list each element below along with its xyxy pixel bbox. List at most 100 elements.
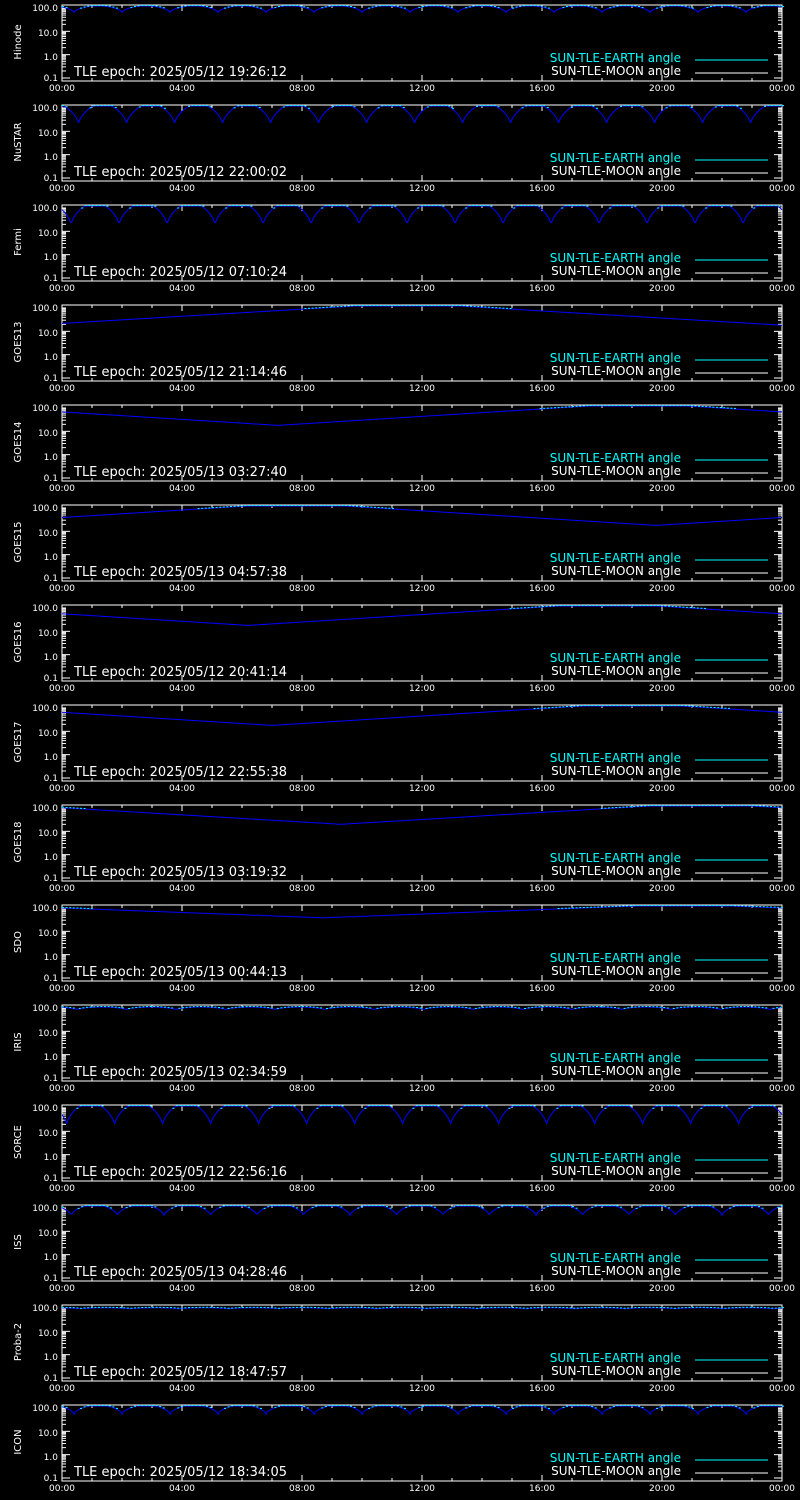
sun-tle-earth-point [381, 105, 384, 107]
sun-tle-earth-point [292, 1306, 295, 1308]
sun-tle-earth-point [642, 1205, 645, 1206]
x-tick-label: 08:00 [289, 884, 315, 894]
sun-tle-earth-point [112, 6, 115, 8]
sun-tle-earth-point [752, 1105, 754, 1107]
x-tick-label: 20:00 [649, 1284, 675, 1294]
sun-tle-earth-point [778, 1405, 781, 1406]
sun-tle-earth-point [737, 805, 740, 806]
sun-tle-earth-point [171, 1207, 174, 1209]
sun-tle-earth-point [112, 1306, 115, 1308]
sun-tle-earth-point [104, 1006, 106, 1008]
sun-tle-earth-point [352, 505, 355, 507]
y-tick-label: 0.1 [44, 1274, 58, 1284]
x-tick-label: 04:00 [169, 184, 195, 194]
tle-epoch-text: TLE epoch: 2025/05/12 18:34:05 [73, 1465, 287, 1480]
sun-tle-earth-point [152, 1306, 154, 1308]
y-tick-label: 100.0 [32, 804, 58, 814]
tle-epoch-text: TLE epoch: 2025/05/12 18:47:57 [73, 1365, 287, 1380]
sun-tle-earth-point [515, 1307, 518, 1309]
sun-tle-earth-point [476, 105, 478, 107]
sun-tle-earth-point [716, 1007, 718, 1009]
sun-tle-earth-point [599, 605, 602, 606]
sun-tle-earth-point [627, 105, 630, 106]
sun-tle-earth-point [569, 1405, 572, 1406]
sun-tle-earth-point [291, 1006, 294, 1008]
tle-epoch-text: TLE epoch: 2025/05/12 22:56:16 [73, 1165, 287, 1180]
panel-iss: 100.010.01.00.100:00 04:00 08:00 12:00 16:00… [13, 1204, 795, 1294]
sun-tle-earth-point [80, 807, 82, 809]
sun-tle-earth-point [393, 5, 396, 7]
x-tick-label: 16:00 [529, 784, 555, 794]
sun-tle-earth-point [654, 905, 657, 906]
sun-tle-earth-point [174, 1205, 177, 1207]
sun-tle-earth-point [65, 6, 68, 8]
sun-tle-earth-point [548, 1407, 550, 1409]
legend-moon-label: SUN-TLE-MOON angle [551, 1064, 681, 1078]
legend-moon-label: SUN-TLE-MOON angle [551, 1364, 681, 1378]
sun-tle-earth-point [544, 1306, 547, 1308]
sun-tle-earth-point [573, 1307, 576, 1309]
sun-tle-earth-point [420, 205, 423, 206]
x-tick-label: 20:00 [649, 184, 675, 194]
sun-tle-earth-point [564, 907, 567, 909]
sun-tle-earth-point [605, 1205, 608, 1206]
sun-tle-earth-point [330, 505, 333, 506]
sun-tle-earth-point [779, 1006, 782, 1008]
sun-tle-earth-point [244, 105, 247, 106]
sun-tle-earth-point [604, 405, 607, 406]
sun-tle-earth-point [328, 1405, 331, 1406]
sun-tle-earth-point [652, 1107, 655, 1109]
sun-tle-earth-point [202, 205, 205, 207]
sun-tle-earth-point [150, 1205, 153, 1207]
sun-tle-earth-point [402, 106, 405, 108]
sun-tle-earth-point [656, 1306, 658, 1308]
sun-tle-earth-point [513, 207, 516, 209]
sun-tle-earth-point [90, 1105, 93, 1106]
sun-tle-earth-point [152, 5, 154, 6]
sun-tle-earth-point [333, 1006, 336, 1008]
sun-tle-earth-point [706, 6, 709, 8]
sun-tle-earth-point [369, 207, 372, 209]
sun-tle-earth-point [668, 1207, 670, 1209]
sun-tle-earth-point [608, 906, 610, 908]
sun-tle-earth-point [311, 1207, 314, 1209]
sun-tle-earth-point [575, 205, 578, 206]
sun-tle-earth-point [101, 1306, 104, 1308]
sun-tle-earth-point [83, 1307, 86, 1309]
sun-tle-earth-point [500, 1006, 502, 1008]
sun-tle-earth-point [701, 405, 704, 407]
legend-moon-label: SUN-TLE-MOON angle [551, 1264, 681, 1278]
sun-tle-earth-point [539, 408, 542, 410]
sun-tle-earth-point [72, 1307, 75, 1309]
legend-earth-label: SUN-TLE-EARTH angle [550, 551, 681, 565]
sun-tle-earth-point [562, 1406, 565, 1408]
y-tick-label: 10.0 [38, 1029, 58, 1039]
sun-tle-earth-point [323, 505, 326, 506]
sun-tle-earth-point [568, 406, 571, 408]
sun-tle-earth-point [519, 1205, 522, 1206]
sun-tle-earth-point [633, 905, 636, 907]
sun-tle-earth-point [242, 1307, 244, 1308]
sun-tle-earth-point [274, 6, 277, 8]
sun-tle-earth-point [767, 1405, 770, 1406]
sun-tle-earth-point [87, 907, 90, 909]
sun-tle-earth-point [622, 405, 625, 406]
sun-tle-earth-point [537, 1307, 540, 1308]
x-tick-label: 16:00 [529, 184, 555, 194]
panel-hinode: 100.010.01.00.100:00 04:00 08:00 12:00 16:00… [13, 4, 795, 94]
sun-tle-earth-point [586, 906, 589, 908]
sun-tle-earth-point [346, 205, 349, 207]
sun-tle-earth-point [520, 205, 523, 206]
sun-tle-earth-point [587, 1405, 590, 1406]
sun-tle-earth-point [641, 1406, 644, 1408]
y-tick-label: 100.0 [32, 1004, 58, 1014]
sun-tle-earth-point [754, 1006, 757, 1008]
sun-tle-earth-point [249, 1306, 252, 1308]
sun-tle-earth-point [104, 105, 106, 106]
sun-tle-earth-point [609, 7, 612, 9]
sun-tle-earth-point [522, 5, 525, 7]
sun-tle-earth-point [80, 1307, 82, 1309]
sun-tle-earth-point [98, 1306, 100, 1308]
sun-tle-earth-point [304, 308, 307, 309]
satellite-label: Fermi [13, 228, 24, 256]
